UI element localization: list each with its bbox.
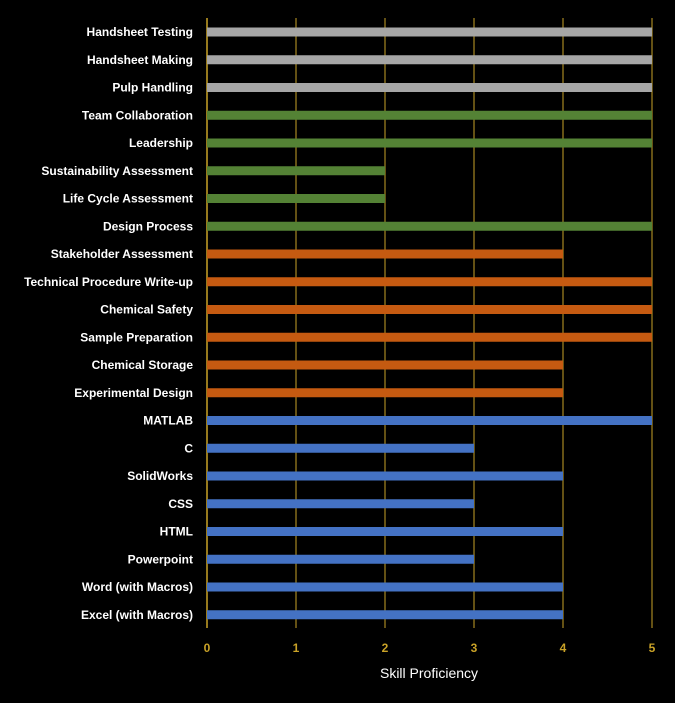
bar [207, 554, 474, 564]
category-label: Leadership [129, 136, 193, 150]
category-label: Sustainability Assessment [41, 164, 193, 178]
x-tick-label: 0 [204, 641, 211, 655]
bar [207, 110, 652, 120]
bar [207, 527, 563, 536]
bar [207, 388, 563, 398]
bar [207, 582, 563, 592]
bar [207, 27, 652, 37]
x-axis-title: Skill Proficiency [380, 665, 478, 681]
category-label: Pulp Handling [112, 81, 193, 95]
bar [207, 443, 474, 453]
bar [207, 471, 563, 481]
bar [207, 360, 563, 370]
bar [207, 277, 652, 287]
category-label: SolidWorks [127, 469, 193, 483]
category-label: Life Cycle Assessment [63, 192, 193, 206]
bar [207, 610, 563, 620]
bar [207, 221, 652, 231]
x-tick-label: 4 [560, 641, 567, 655]
category-label: Handsheet Making [87, 53, 193, 67]
bar [207, 416, 652, 425]
category-label: Design Process [103, 219, 193, 233]
x-tick-label: 1 [293, 641, 300, 655]
bar [207, 499, 474, 509]
category-label: Chemical Safety [100, 303, 193, 317]
category-label: Stakeholder Assessment [51, 247, 193, 261]
category-label: Chemical Storage [92, 358, 194, 372]
bar [207, 305, 652, 314]
category-label: Sample Preparation [80, 330, 193, 344]
category-label: Handsheet Testing [87, 25, 193, 39]
bar [207, 194, 385, 203]
category-label: Word (with Macros) [82, 580, 193, 594]
category-label: MATLAB [143, 414, 193, 428]
bar [207, 55, 652, 65]
bar [207, 249, 563, 259]
bar [207, 138, 652, 148]
category-label: Experimental Design [74, 386, 193, 400]
bar [207, 332, 652, 342]
category-labels: Handsheet Testing Handsheet Making Pulp Ha… [24, 25, 193, 622]
category-label: CSS [168, 497, 193, 511]
bar [207, 83, 652, 92]
bar [207, 166, 385, 176]
category-label: Team Collaboration [82, 108, 193, 122]
category-label: Technical Procedure Write-up [24, 275, 193, 289]
category-label: C [184, 441, 193, 455]
bars [207, 27, 652, 620]
x-tick-label: 3 [471, 641, 478, 655]
x-tick-label: 2 [382, 641, 389, 655]
category-label: HTML [160, 525, 193, 539]
category-label: Powerpoint [128, 552, 193, 566]
category-label: Excel (with Macros) [81, 608, 193, 622]
x-tick-label: 5 [649, 641, 656, 655]
x-tick-labels: 0 1 2 3 4 5 [204, 641, 656, 655]
